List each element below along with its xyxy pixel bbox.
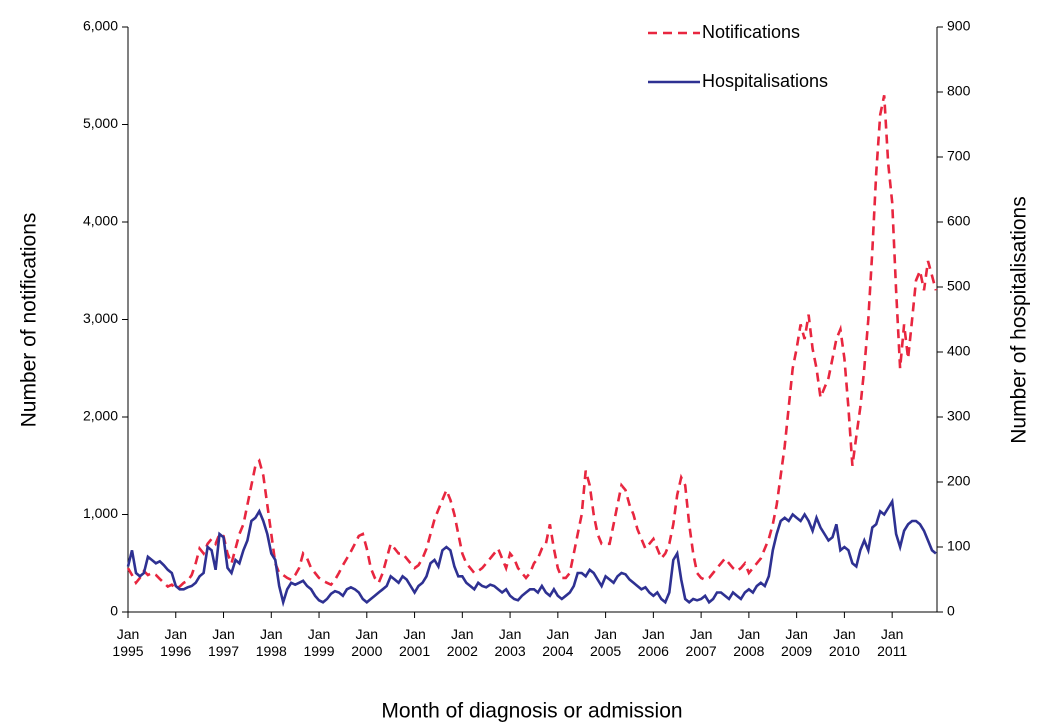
y2-tick-label: 0	[947, 603, 955, 619]
x-tick-label: Jan 2002	[446, 626, 478, 659]
y2-tick-label: 700	[947, 148, 971, 164]
x-tick-label: Jan 1998	[255, 626, 287, 659]
y2-axis-title: Number of hospitalisations	[1008, 196, 1031, 443]
y2-tick-label: 200	[947, 473, 971, 489]
y2-tick-label: 300	[947, 408, 971, 424]
legend-label: Hospitalisations	[702, 71, 828, 91]
x-tick-label: Jan 1996	[160, 626, 192, 659]
x-tick-label: Jan 2001	[398, 626, 431, 659]
y2-tick-label: 100	[947, 538, 971, 554]
y-tick-label: 0	[110, 603, 118, 619]
x-tick-label: Jan 2004	[542, 626, 574, 659]
series-line	[126, 497, 937, 608]
x-tick-label: Jan 1997	[207, 626, 240, 659]
series-line	[126, 95, 938, 591]
x-tick-label: Jan 2000	[351, 626, 383, 659]
y2-tick-label: 600	[947, 213, 971, 229]
legend-label: Notifications	[702, 22, 800, 42]
y-tick-label: 5,000	[83, 115, 118, 131]
y2-tick-label: 900	[947, 18, 971, 34]
x-axis-title: Month of diagnosis or admission	[381, 700, 682, 723]
x-tick-label: Jan 2007	[685, 626, 717, 659]
y-tick-label: 3,000	[83, 310, 118, 326]
x-tick-label: Jan 2009	[781, 626, 813, 659]
y2-tick-label: 800	[947, 83, 971, 99]
x-tick-label: Jan 2005	[590, 626, 622, 659]
x-tick-label: Jan 2011	[877, 626, 908, 659]
x-tick-label: Jan 1999	[303, 626, 335, 659]
y-axis-title: Number of notifications	[18, 213, 41, 428]
y2-tick-label: 500	[947, 278, 971, 294]
x-tick-label: Jan 2003	[494, 626, 526, 659]
y-tick-label: 4,000	[83, 213, 118, 229]
y2-tick-label: 400	[947, 343, 971, 359]
x-tick-label: Jan 2010	[828, 626, 860, 659]
x-tick-label: Jan 2008	[733, 626, 765, 659]
y-tick-label: 1,000	[83, 505, 118, 521]
y-tick-label: 6,000	[83, 18, 118, 34]
y-tick-label: 2,000	[83, 408, 118, 424]
x-tick-label: Jan 2006	[637, 626, 669, 659]
x-tick-label: Jan 1995	[112, 626, 144, 659]
